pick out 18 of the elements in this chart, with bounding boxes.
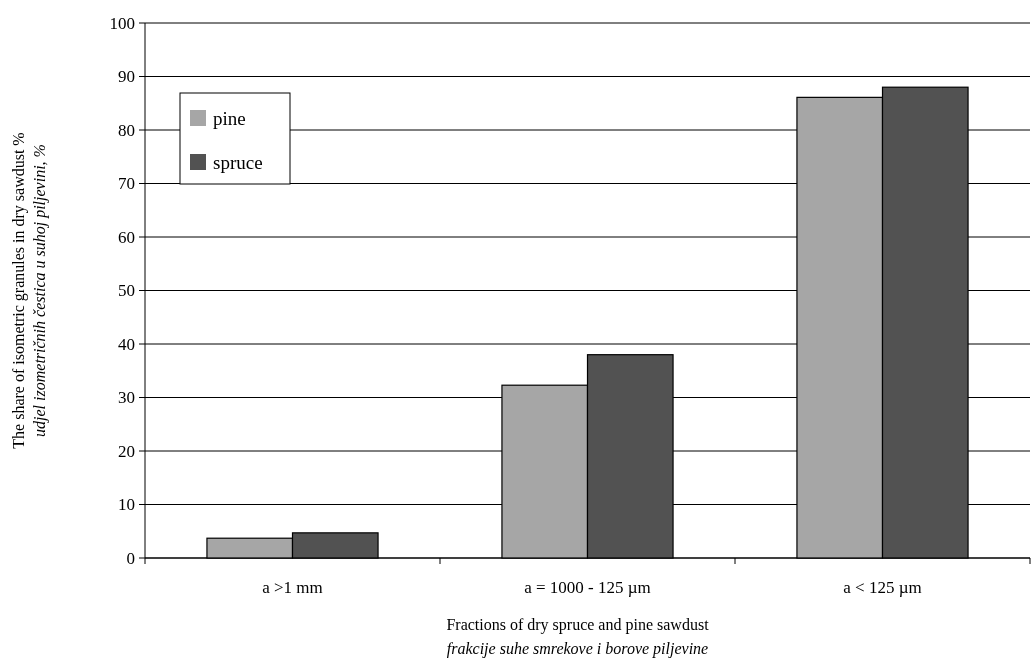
y-tick-label: 70 — [118, 174, 135, 194]
x-axis-title: Fractions of dry spruce and pine sawdust frakcije suhe smrekove i borove piljevine — [446, 616, 710, 658]
y-tick-label: 20 — [118, 441, 135, 461]
x-tick-label: a = 1000 - 125 µm — [524, 578, 651, 597]
y-axis-title: The share of isometric granules in dry sawdust % udjel izometričnih čestica u suhoj piljevini, % — [10, 132, 49, 449]
y-tick-label: 10 — [118, 495, 135, 515]
x-tick-label: a < 125 µm — [843, 578, 922, 597]
y-tick-label: 30 — [118, 388, 135, 408]
legend-label: spruce — [213, 151, 263, 173]
y-tick-label: 90 — [118, 67, 135, 87]
x-tick-label: a >1 mm — [262, 578, 323, 597]
y-tick-label: 100 — [109, 13, 135, 33]
legend-label: pine — [213, 107, 246, 129]
y-tick-label: 0 — [126, 548, 135, 568]
y-tick-label: 50 — [118, 281, 135, 301]
y-tick-label: 40 — [118, 334, 135, 354]
y-tick-label: 80 — [118, 120, 135, 140]
y-tick-label: 60 — [118, 227, 135, 247]
